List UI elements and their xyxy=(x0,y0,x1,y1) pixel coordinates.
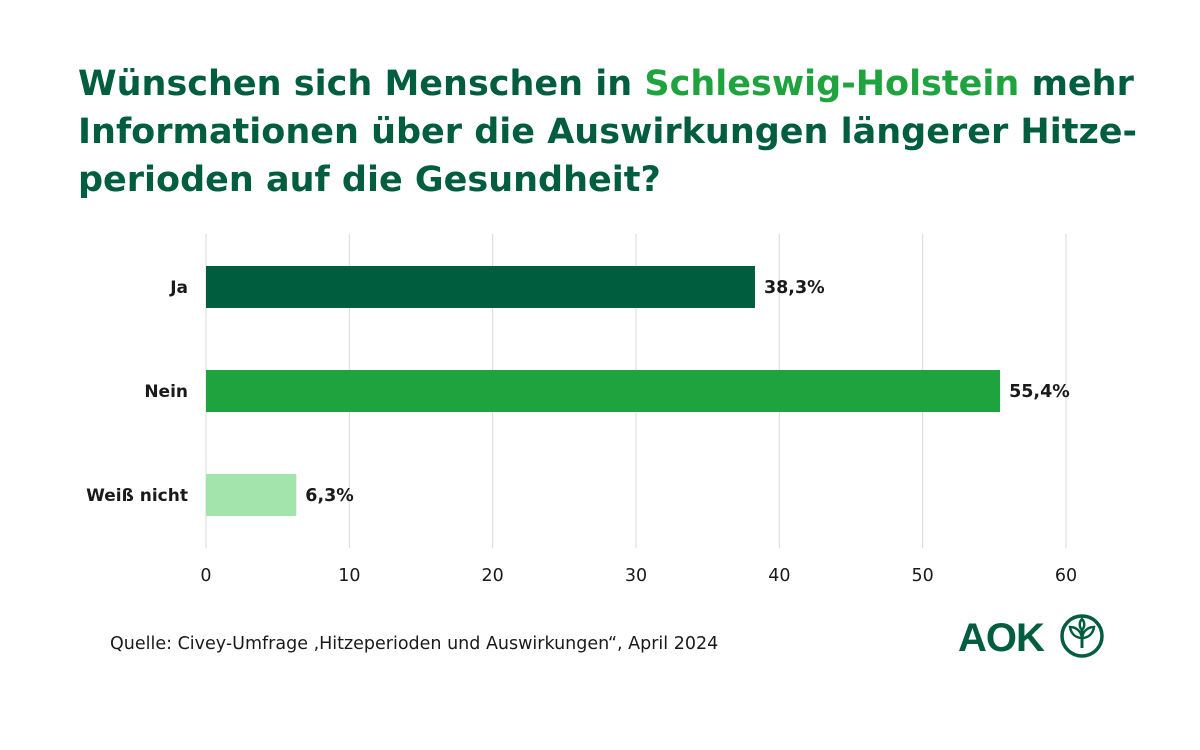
x-tick-label: 50 xyxy=(912,566,934,586)
category-label: Weiß nicht xyxy=(86,486,188,506)
data-label: 55,4% xyxy=(1009,382,1070,402)
aok-tree-icon xyxy=(1060,614,1104,658)
logo-text: AOK xyxy=(958,616,1045,660)
bar xyxy=(206,474,297,516)
data-label: 38,3% xyxy=(764,278,825,298)
bar xyxy=(206,370,1001,412)
x-tick-label: 40 xyxy=(768,566,790,586)
x-tick-label: 60 xyxy=(1055,566,1077,586)
category-label: Nein xyxy=(144,382,188,402)
data-label: 6,3% xyxy=(305,486,354,506)
x-tick-label: 30 xyxy=(625,566,647,586)
x-tick-label: 10 xyxy=(338,566,360,586)
x-tick-label: 0 xyxy=(200,566,211,586)
title-part1: Wünschen sich Menschen in xyxy=(78,64,645,104)
bar-chart: 0 10 20 30 40 50 60 Ja 38,3% Nein 55,4% Weiß nicht 6… xyxy=(86,234,1077,586)
x-tick-label: 20 xyxy=(482,566,504,586)
aok-logo: AOK xyxy=(958,614,1104,660)
title-highlight: Schleswig-Holstein xyxy=(644,64,1020,104)
source-note: Quelle: Civey-Umfrage ‚Hitzeperioden und… xyxy=(110,634,719,654)
chart-title: Wünschen sich Menschen in Schleswig-Hols… xyxy=(78,60,1138,204)
category-label: Ja xyxy=(169,278,188,298)
bar xyxy=(206,266,755,308)
title-part2: mehr Informationen über die Auswirkungen… xyxy=(78,64,1138,200)
